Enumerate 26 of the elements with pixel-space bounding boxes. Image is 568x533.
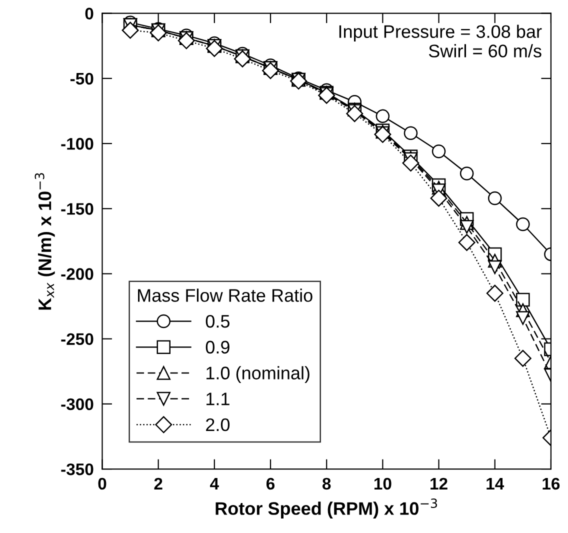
x-tick-label: 16 [542,478,560,490]
x-tick-label: 4 [210,478,219,490]
y-tick-label: -200 [61,268,94,280]
x-tick-label: 12 [430,478,448,490]
y-axis-title: K$_{xx}$ (N/m) x 10$^{−3}$ [34,173,55,310]
x-tick-label: 2 [154,478,162,490]
legend-label: 0.9 [206,340,230,354]
y-tick-label: -350 [61,463,94,476]
legend-title: Mass Flow Rate Ratio [138,288,312,302]
y-tick-label: -50 [70,72,94,85]
legend-label: 1.0 (nominal) [206,366,310,384]
legend-label: 0.5 [206,314,230,328]
y-tick-label: -300 [61,398,94,410]
y-tick-label: -100 [61,138,94,150]
legend-label: 1.1 [206,392,230,406]
y-tick-label: 0 [85,8,94,20]
x-tick-label: 0 [98,478,106,490]
annotation: Input Pressure = 3.08 bar Swirl = 60 m/s [339,24,542,58]
x-axis-title: Rotor Speed (RPM) x 10$^{−3}$ [216,498,438,519]
x-tick-label: 8 [322,478,331,490]
y-tick-label: -150 [61,203,94,215]
x-tick-label: 6 [266,478,275,490]
x-tick-label: 10 [374,478,392,490]
legend-label: 2.0 [206,418,230,432]
y-tick-label: -250 [61,333,94,346]
x-tick-label: 14 [486,478,504,490]
